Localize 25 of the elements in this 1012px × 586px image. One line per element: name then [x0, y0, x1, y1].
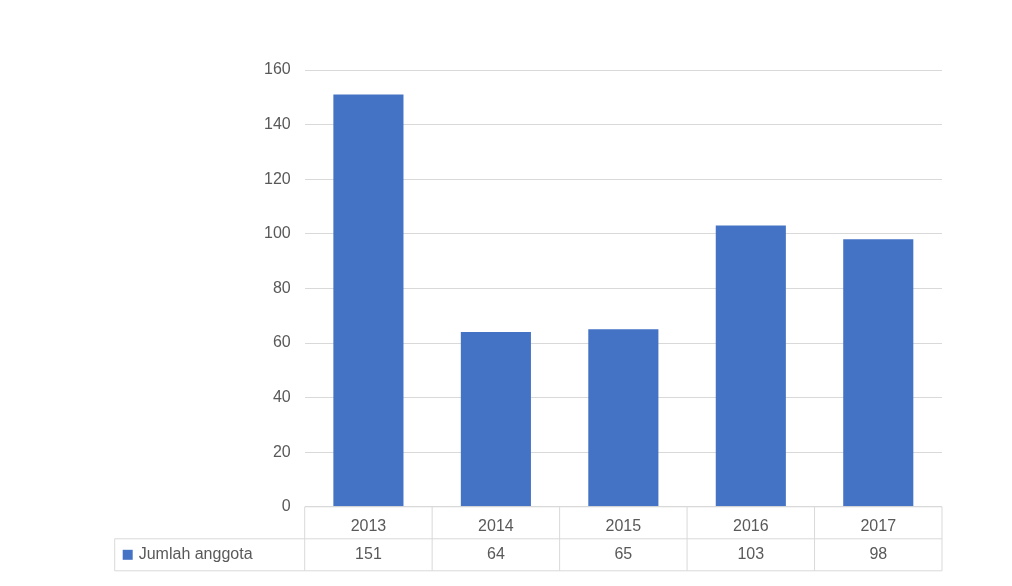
- y-tick-label: 60: [272, 333, 291, 351]
- x-tick-label: 2015: [605, 516, 642, 534]
- y-tick-label: 40: [272, 388, 291, 406]
- data-label: 103: [737, 545, 765, 563]
- y-tick-label: 0: [281, 497, 291, 515]
- y-tick-label: 100: [263, 224, 291, 242]
- legend-label: Jumlah anggota: [138, 545, 253, 563]
- x-tick-label: 2013: [350, 516, 387, 534]
- data-label: 151: [355, 545, 382, 563]
- y-tick-label: 20: [272, 442, 291, 460]
- bar: [715, 225, 786, 507]
- bar: [460, 332, 531, 507]
- x-tick-label: 2014: [478, 516, 514, 534]
- bar: [333, 94, 404, 507]
- x-tick-label: 2017: [860, 516, 897, 534]
- data-label: 65: [614, 545, 633, 563]
- y-tick-label: 160: [263, 60, 291, 78]
- data-label: 98: [869, 545, 888, 563]
- x-tick-label: 2016: [733, 516, 769, 534]
- bar: [588, 329, 659, 507]
- bar: [843, 239, 914, 507]
- y-tick-label: 140: [263, 115, 291, 133]
- y-tick-label: 80: [272, 278, 291, 296]
- data-label: 64: [486, 545, 505, 563]
- y-tick-label: 120: [263, 169, 291, 187]
